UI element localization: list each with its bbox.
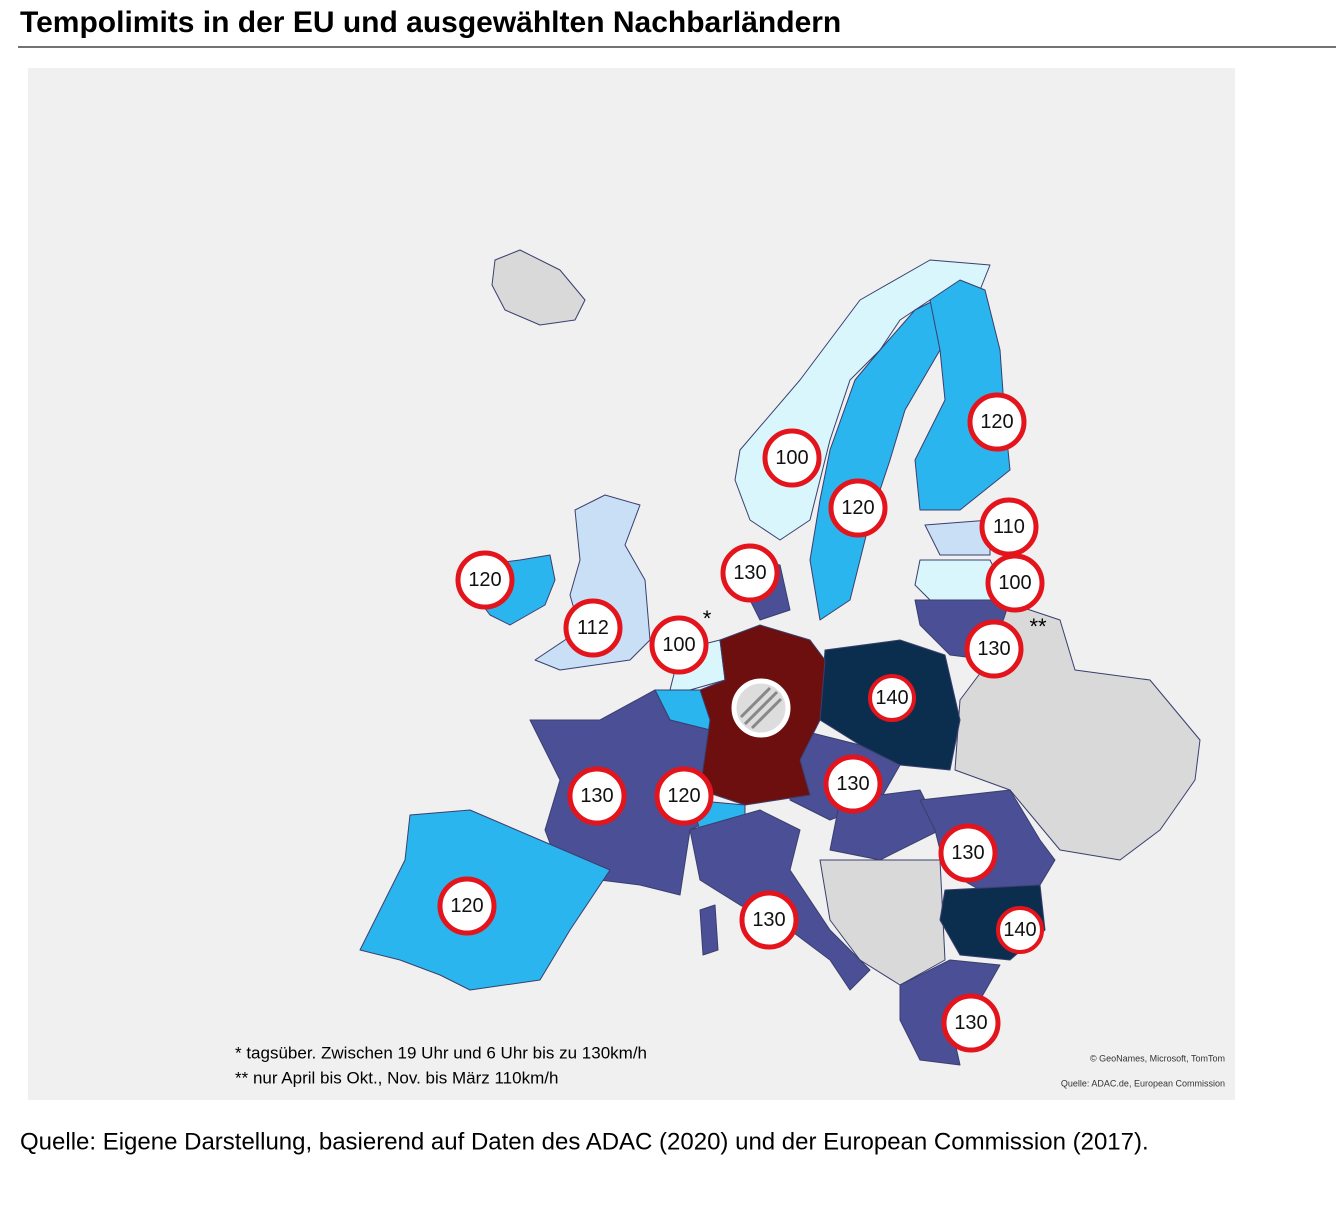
sardinia [699, 904, 719, 956]
speed-sign: 120 [654, 766, 714, 826]
map [359, 249, 1201, 1066]
sign-label: 120 [450, 895, 483, 917]
map-note: ** nur April bis Okt., Nov. bis März 110… [235, 1068, 558, 1087]
sign-label: 130 [954, 1012, 987, 1034]
speed-sign: 130 [941, 993, 1001, 1053]
sign-ring [654, 766, 714, 826]
speed-sign: 120 [828, 478, 888, 538]
sign-label: 130 [580, 785, 613, 807]
speed-sign: 130 [938, 823, 998, 883]
speed-sign: 120 [437, 876, 497, 936]
sign-label: 110 [993, 516, 1025, 538]
estonia [924, 519, 991, 556]
sign-label: 130 [836, 773, 869, 795]
sign-ring [996, 906, 1044, 954]
speed-sign: 100 [649, 615, 709, 675]
sign-ring [720, 543, 780, 603]
sign-ring [985, 553, 1045, 613]
finland [914, 279, 1011, 511]
speed-sign: 110 [979, 497, 1039, 557]
sign-ring [563, 598, 623, 658]
speed-sign: 140 [868, 674, 916, 722]
sign-ring [967, 392, 1027, 452]
speed-sign: 120 [455, 550, 515, 610]
sign-label: 140 [1003, 919, 1036, 941]
attribution: Quelle: ADAC.de, European Commission [1061, 1078, 1225, 1088]
sign-ring [762, 428, 822, 488]
balkans [819, 859, 946, 986]
marker: ** [1029, 614, 1047, 639]
map-note: * tagsüber. Zwischen 19 Uhr und 6 Uhr bi… [235, 1043, 647, 1062]
sign-ring [828, 478, 888, 538]
sign-label: 130 [752, 909, 785, 931]
sign-ring [979, 497, 1039, 557]
sweden [809, 299, 941, 621]
speed-sign: 100 [985, 553, 1045, 613]
speed-signs: 120 100 120 110 120 130 100 112 100 130 140 130 120 1… [437, 392, 1045, 1053]
sign-ring [739, 890, 799, 950]
sign-ring [964, 619, 1024, 679]
attribution: © GeoNames, Microsoft, TomTom [1090, 1053, 1225, 1063]
sign-label: 120 [980, 411, 1013, 433]
sign-label: 112 [577, 617, 609, 639]
speed-sign: 130 [739, 890, 799, 950]
sign-ring [941, 993, 1001, 1053]
sign-label: 100 [775, 447, 808, 469]
speed-sign: 120 [967, 392, 1027, 452]
sign-label: 130 [951, 842, 984, 864]
sign-ring [649, 615, 709, 675]
speed-sign: 100 [762, 428, 822, 488]
speed-sign: 130 [720, 543, 780, 603]
sign-ring [868, 674, 916, 722]
speed-sign: 140 [996, 906, 1044, 954]
speed-sign: 112 [563, 598, 623, 658]
sign-ring [437, 876, 497, 936]
sign-label: 100 [998, 572, 1031, 594]
sign-ring [823, 754, 883, 814]
sign-ring [567, 766, 627, 826]
sign-ring [455, 550, 515, 610]
sign-ring [938, 823, 998, 883]
sign-label: 140 [875, 687, 908, 709]
sign-label: 130 [977, 638, 1010, 660]
title: Tempolimits in der EU und ausgewählten N… [20, 6, 841, 39]
speed-sign: 130 [567, 766, 627, 826]
source-note: Quelle: Eigene Darstellung, basierend au… [20, 1128, 1149, 1155]
sign-label: 100 [662, 634, 695, 656]
no-limit-sign [731, 678, 791, 738]
speed-sign: 130 [964, 619, 1024, 679]
sign-label: 120 [841, 497, 874, 519]
sign-label: 120 [468, 569, 501, 591]
sign-label: 120 [667, 785, 700, 807]
speed-sign: 130 [823, 754, 883, 814]
iceland [491, 249, 586, 326]
sign-label: 130 [733, 562, 766, 584]
marker: * [703, 606, 712, 631]
